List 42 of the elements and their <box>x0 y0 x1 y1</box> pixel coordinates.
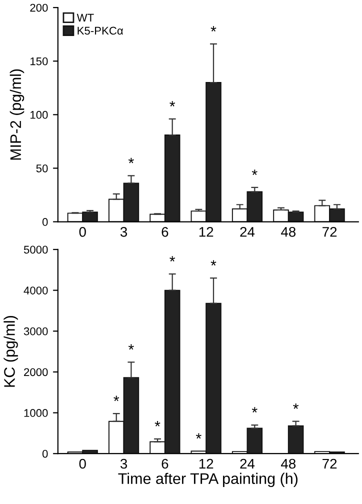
x-tick-label: 3 <box>120 226 128 237</box>
x-tick-label: 0 <box>79 226 86 237</box>
y-tick-label: 0 <box>42 218 48 226</box>
y-tick-label: 50 <box>36 164 48 172</box>
annotation: * <box>210 26 216 32</box>
x-tick-label: 0 <box>79 458 86 469</box>
x-tick-label: 12 <box>199 226 214 237</box>
legend-label: K5-PKCα <box>78 26 124 35</box>
annotation: * <box>252 170 258 176</box>
annotation: * <box>196 433 202 439</box>
legend-label: WT <box>76 14 94 22</box>
y-tick-label: 100 <box>30 110 48 119</box>
x-tick-label: 24 <box>240 458 255 469</box>
annotation: * <box>210 260 216 266</box>
x-tick-label: 48 <box>281 458 296 469</box>
x-axis-title: Time after TPA painting (h) <box>118 472 298 488</box>
x-tick-label: 6 <box>162 458 168 469</box>
x-tick-label: 48 <box>281 226 296 237</box>
annotation: * <box>128 158 134 164</box>
y-tick-label: 2000 <box>24 368 48 376</box>
annotation: * <box>170 101 176 106</box>
x-tick-label: 12 <box>199 458 214 469</box>
annotation: * <box>154 421 160 426</box>
x-tick-label: 24 <box>240 226 255 237</box>
annotation: * <box>252 407 258 413</box>
annotation: * <box>293 404 299 409</box>
y-tick-label: 1000 <box>24 409 48 417</box>
y-tick-label: 200 <box>30 4 48 12</box>
y-axis-title: KC (pg/ml) <box>4 316 18 387</box>
annotation: * <box>128 344 134 350</box>
annotation: * <box>170 256 176 262</box>
y-tick-label: 4000 <box>24 286 48 294</box>
y-axis-title: MIP-2 (pg/ml) <box>10 69 24 160</box>
y-tick-label: 3000 <box>24 327 48 336</box>
x-tick-label: 72 <box>322 226 337 237</box>
x-tick-label: 72 <box>322 458 337 469</box>
y-tick-label: 5000 <box>24 246 48 254</box>
x-tick-label: 3 <box>120 458 128 469</box>
annotation: * <box>114 396 120 402</box>
x-tick-label: 6 <box>162 226 168 237</box>
y-tick-label: 150 <box>30 57 48 66</box>
y-tick-label: 0 <box>42 450 48 458</box>
